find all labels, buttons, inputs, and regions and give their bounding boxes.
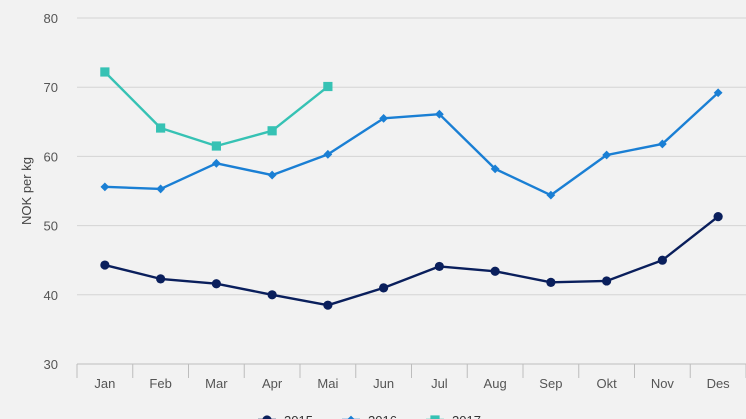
y-tick-label: 70 xyxy=(44,80,58,95)
x-tick-label: Okt xyxy=(597,376,618,391)
data-point-2017 xyxy=(267,126,277,136)
data-point-2016 xyxy=(323,149,333,159)
data-point-2015 xyxy=(434,261,444,272)
series-2016 xyxy=(100,88,723,200)
data-point-2016 xyxy=(434,109,444,119)
series-line-2017 xyxy=(104,71,329,148)
data-point-2017 xyxy=(100,67,110,77)
y-tick-label: 60 xyxy=(44,149,58,164)
legend-label: 2017 xyxy=(452,413,481,419)
data-point-2017 xyxy=(323,81,333,92)
grid-lines xyxy=(77,17,746,296)
y-axis-title: NOK per kg xyxy=(19,157,34,225)
data-point-2015 xyxy=(156,274,166,284)
y-axis-ticks: 30 40 50 60 70 80 xyxy=(44,11,58,372)
series-layer xyxy=(100,67,723,310)
data-point-2017 xyxy=(211,141,221,151)
legend-item-2015: 2015 xyxy=(258,413,313,419)
data-point-2016 xyxy=(267,170,277,180)
x-tick-label: Nov xyxy=(651,376,675,391)
y-tick-label: 80 xyxy=(44,11,58,26)
data-point-2016 xyxy=(657,139,667,149)
data-point-2016 xyxy=(379,113,389,123)
x-tick-label: Jun xyxy=(373,376,394,391)
data-point-2016 xyxy=(100,182,110,192)
data-point-2016 xyxy=(713,88,723,98)
legend-label: 2016 xyxy=(368,413,397,419)
y-tick-label: 50 xyxy=(44,219,58,234)
legend-item-2016: 2016 xyxy=(342,413,397,419)
x-tick-label: Jan xyxy=(94,376,115,391)
legend-label: 2015 xyxy=(284,413,313,419)
legend-swatch-marker xyxy=(262,415,272,419)
x-tick-label: Apr xyxy=(262,376,283,391)
x-tick-label: Feb xyxy=(149,376,171,391)
data-point-2016 xyxy=(602,150,612,160)
y-tick-label: 30 xyxy=(44,357,58,372)
x-tick-label: Mar xyxy=(205,376,228,391)
x-tick-label: Jul xyxy=(431,376,448,391)
x-axis: Jan Feb Mar Apr Mai Jun Jul Aug Sep Okt Nov Des xyxy=(76,363,746,391)
data-point-2016 xyxy=(156,184,166,194)
data-point-2016 xyxy=(546,190,556,200)
data-point-2015 xyxy=(323,300,333,310)
x-tick-label: Mai xyxy=(317,376,338,391)
legend: 2015 2016 2017 xyxy=(258,413,481,419)
y-tick-label: 40 xyxy=(44,288,58,303)
data-point-2015 xyxy=(267,290,277,300)
legend-item-2017: 2017 xyxy=(426,413,481,419)
data-point-2015 xyxy=(100,260,110,270)
series-line-2015 xyxy=(104,215,719,307)
data-point-2015 xyxy=(713,212,723,222)
data-point-2015 xyxy=(546,277,556,287)
series-2015 xyxy=(100,212,723,310)
data-point-2015 xyxy=(211,279,221,289)
series-2017 xyxy=(100,67,333,151)
x-tick-label: Sep xyxy=(539,376,562,391)
data-point-2016 xyxy=(211,158,221,168)
data-point-2015 xyxy=(379,283,389,293)
legend-swatch-marker xyxy=(430,415,440,419)
data-point-2017 xyxy=(156,123,166,133)
data-point-2015 xyxy=(602,276,612,286)
data-point-2016 xyxy=(490,164,500,174)
x-tick-label: Des xyxy=(707,376,731,391)
data-point-2015 xyxy=(490,266,500,276)
legend-swatch-marker xyxy=(347,415,355,419)
data-point-2015 xyxy=(657,255,667,265)
x-tick-label: Aug xyxy=(484,376,507,391)
series-line-2016 xyxy=(104,91,719,197)
